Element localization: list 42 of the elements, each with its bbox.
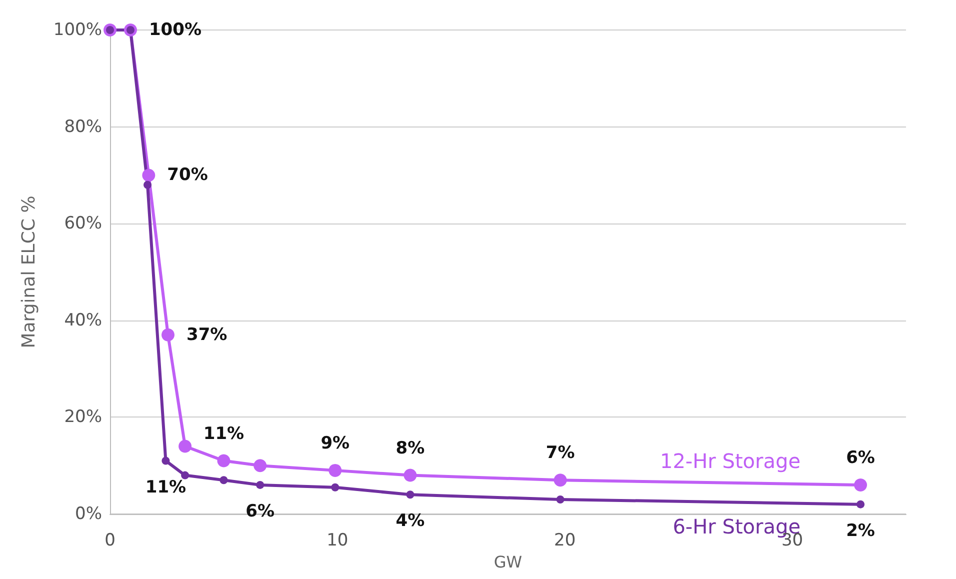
point xyxy=(162,328,174,342)
y-tick-label: 60% xyxy=(64,214,102,234)
point xyxy=(162,456,170,465)
point xyxy=(256,480,264,489)
series-label: 12-Hr Storage xyxy=(660,448,801,473)
data-label: 11% xyxy=(145,477,186,498)
data-label: 37% xyxy=(186,324,228,345)
point xyxy=(406,490,414,499)
y-tick-label: 20% xyxy=(64,407,102,428)
data-label: 8% xyxy=(396,438,425,458)
point xyxy=(254,459,267,472)
point xyxy=(856,500,865,508)
y-tick-label: 100% xyxy=(53,20,102,40)
point xyxy=(556,495,564,504)
point xyxy=(328,464,342,477)
x-axis-title: GW xyxy=(494,552,522,572)
point xyxy=(217,454,230,468)
point xyxy=(178,440,192,453)
point xyxy=(331,483,340,492)
x-tick-label: 0 xyxy=(104,530,116,550)
y-axis-title: Marginal ELCC % xyxy=(18,196,40,348)
data-label: 6% xyxy=(246,501,275,522)
data-label: 7% xyxy=(546,443,575,464)
y-tick-label: 80% xyxy=(64,116,102,137)
x-tick-label: 10 xyxy=(326,530,348,550)
y-tick-label: 0% xyxy=(75,504,102,524)
point xyxy=(181,471,190,480)
point xyxy=(854,478,868,492)
data-label: 9% xyxy=(320,433,350,454)
y-tick-label: 40% xyxy=(64,310,102,330)
point xyxy=(142,168,156,182)
point xyxy=(220,476,228,484)
point xyxy=(404,468,417,482)
data-label: 11% xyxy=(203,424,244,444)
data-label: 2% xyxy=(846,520,875,541)
point xyxy=(144,180,152,189)
data-label: 4% xyxy=(396,511,425,532)
data-label: 70% xyxy=(167,165,208,186)
data-label: 100% xyxy=(148,20,202,40)
point xyxy=(554,474,567,487)
data-label: 6% xyxy=(846,448,875,468)
x-tick-label: 20 xyxy=(554,530,576,550)
